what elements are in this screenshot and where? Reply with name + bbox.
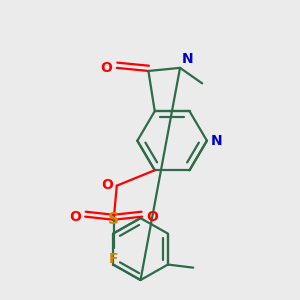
Text: O: O bbox=[101, 178, 113, 192]
Text: N: N bbox=[182, 52, 193, 66]
Text: S: S bbox=[108, 212, 119, 227]
Text: N: N bbox=[211, 134, 223, 148]
Text: O: O bbox=[146, 210, 158, 224]
Text: F: F bbox=[109, 252, 118, 266]
Text: O: O bbox=[69, 210, 81, 224]
Text: O: O bbox=[100, 61, 112, 75]
